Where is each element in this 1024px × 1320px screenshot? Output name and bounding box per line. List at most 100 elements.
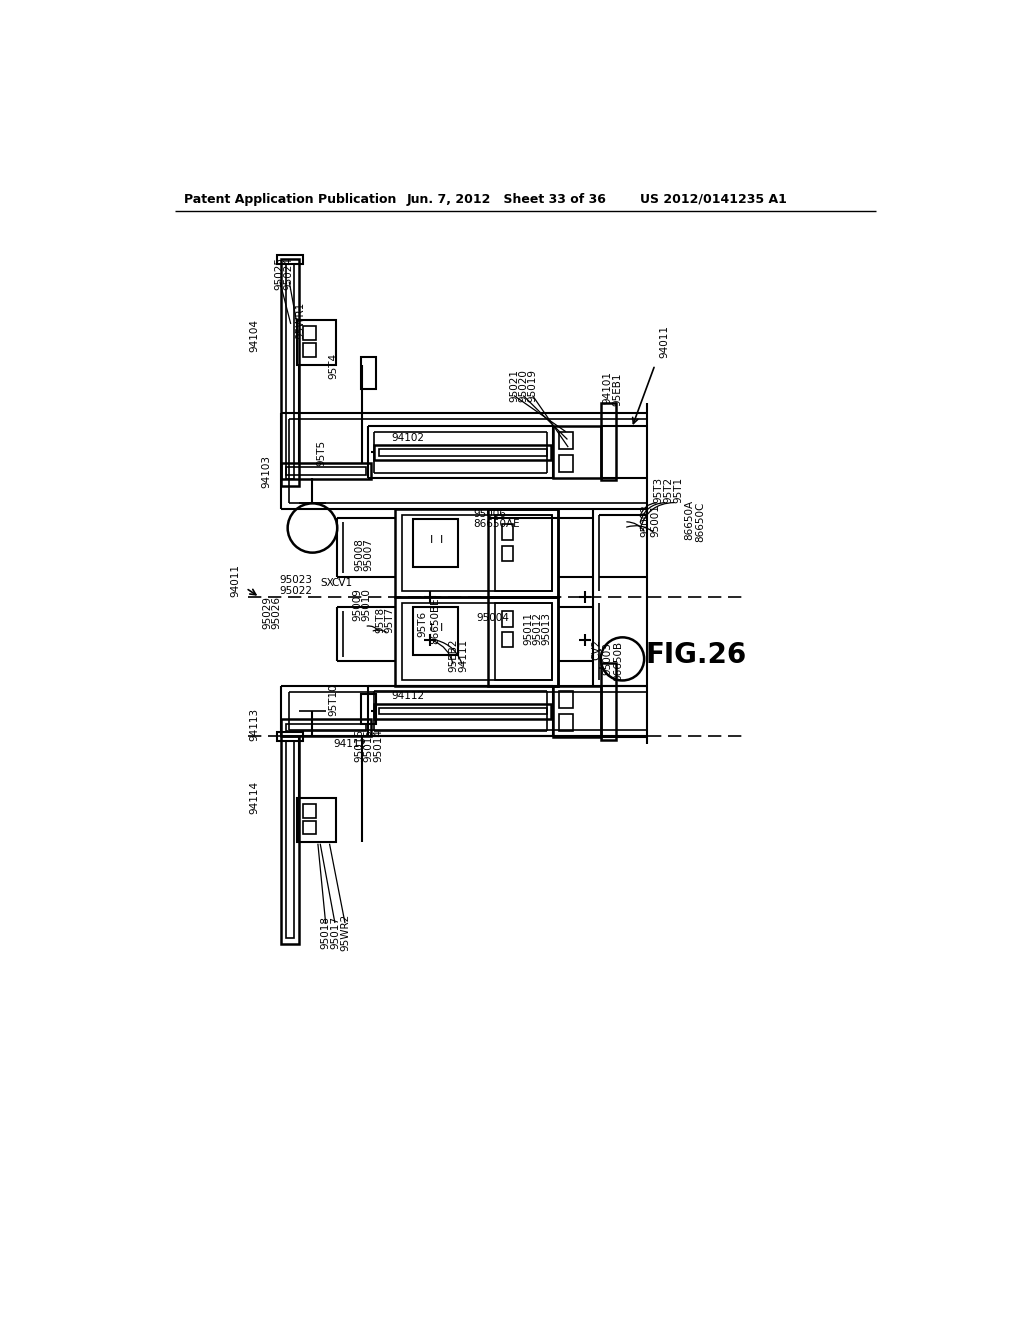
Text: 95020: 95020 bbox=[518, 370, 528, 403]
Text: 95022: 95022 bbox=[280, 586, 312, 597]
Text: 95T6: 95T6 bbox=[418, 611, 427, 638]
Text: 95009: 95009 bbox=[352, 589, 362, 622]
Text: 95024: 95024 bbox=[284, 257, 294, 290]
Bar bbox=[282, 462, 371, 479]
Text: 94113: 94113 bbox=[249, 708, 259, 741]
Text: 95023: 95023 bbox=[280, 576, 312, 585]
Text: I: I bbox=[430, 623, 433, 634]
Text: 94112: 94112 bbox=[334, 739, 367, 748]
Text: 95021: 95021 bbox=[509, 370, 519, 403]
Bar bbox=[286, 467, 366, 475]
Bar bbox=[495, 515, 552, 591]
Text: 95001: 95001 bbox=[651, 504, 660, 537]
Bar bbox=[559, 714, 572, 731]
Text: 94101: 94101 bbox=[602, 371, 612, 404]
Bar bbox=[282, 737, 299, 944]
Bar bbox=[488, 597, 558, 686]
Text: 95012: 95012 bbox=[532, 611, 542, 644]
Text: 95EB2: 95EB2 bbox=[449, 639, 459, 672]
Text: 95025: 95025 bbox=[274, 257, 284, 290]
Bar bbox=[360, 358, 376, 389]
Text: 95T3: 95T3 bbox=[654, 477, 664, 503]
Text: US 2012/0141235 A1: US 2012/0141235 A1 bbox=[640, 193, 786, 206]
Text: 95026: 95026 bbox=[271, 597, 282, 630]
Text: 94102: 94102 bbox=[391, 433, 425, 444]
Text: 95003: 95003 bbox=[602, 643, 612, 676]
Text: 95T10: 95T10 bbox=[329, 684, 338, 715]
Text: 95011: 95011 bbox=[523, 611, 532, 644]
Bar bbox=[360, 693, 376, 725]
Bar bbox=[395, 597, 558, 686]
Bar bbox=[297, 797, 336, 842]
Bar bbox=[495, 603, 552, 680]
Text: 95019: 95019 bbox=[527, 370, 538, 403]
Text: CV2: CV2 bbox=[592, 639, 602, 660]
Bar bbox=[503, 545, 513, 561]
Text: 95002: 95002 bbox=[641, 504, 650, 537]
Bar bbox=[503, 632, 513, 647]
Bar bbox=[282, 259, 299, 486]
Bar bbox=[503, 524, 513, 540]
Text: 94111: 94111 bbox=[459, 639, 469, 672]
Bar bbox=[297, 321, 336, 364]
Text: I: I bbox=[440, 623, 443, 634]
Text: 95T8: 95T8 bbox=[375, 607, 385, 634]
Bar bbox=[601, 663, 616, 739]
Text: 95007: 95007 bbox=[364, 539, 374, 572]
Text: Jun. 7, 2012   Sheet 33 of 36: Jun. 7, 2012 Sheet 33 of 36 bbox=[407, 193, 607, 206]
Bar bbox=[375, 445, 551, 461]
Text: 94112: 94112 bbox=[391, 690, 425, 701]
Text: 94011: 94011 bbox=[659, 325, 670, 358]
Bar bbox=[553, 426, 601, 478]
Text: CV1: CV1 bbox=[331, 578, 352, 589]
Text: 95004: 95004 bbox=[477, 612, 510, 623]
Text: 94114: 94114 bbox=[249, 781, 259, 814]
Bar bbox=[276, 733, 303, 742]
Bar bbox=[375, 704, 551, 719]
Text: 94104: 94104 bbox=[249, 319, 259, 352]
Bar bbox=[379, 449, 547, 455]
Text: 95T7: 95T7 bbox=[384, 607, 394, 634]
Bar bbox=[559, 455, 572, 471]
Text: 86650B: 86650B bbox=[612, 640, 623, 681]
Text: 95015: 95015 bbox=[364, 729, 374, 762]
Bar bbox=[503, 611, 513, 627]
Text: 95013: 95013 bbox=[542, 611, 552, 644]
Text: 95018: 95018 bbox=[321, 916, 331, 949]
Text: 86650BE: 86650BE bbox=[430, 597, 440, 644]
Text: 95006: 95006 bbox=[473, 510, 506, 519]
Bar bbox=[601, 404, 616, 480]
Text: 95017: 95017 bbox=[330, 916, 340, 949]
Bar bbox=[379, 708, 547, 714]
Text: I: I bbox=[430, 535, 433, 545]
Text: 95T1: 95T1 bbox=[673, 477, 683, 503]
Bar bbox=[559, 432, 572, 449]
Text: FIG.26: FIG.26 bbox=[646, 642, 746, 669]
Bar bbox=[303, 821, 315, 834]
Text: Patent Application Publication: Patent Application Publication bbox=[183, 193, 396, 206]
Bar bbox=[414, 607, 458, 655]
Text: 94103: 94103 bbox=[261, 454, 271, 487]
Text: 95WR2: 95WR2 bbox=[340, 913, 350, 950]
Text: 95029: 95029 bbox=[262, 597, 272, 630]
Bar bbox=[286, 723, 366, 731]
Bar bbox=[282, 719, 371, 737]
Text: 95EB1: 95EB1 bbox=[612, 372, 622, 407]
Text: 86650AE: 86650AE bbox=[473, 519, 519, 529]
Bar bbox=[303, 326, 315, 341]
Bar bbox=[559, 692, 572, 708]
Bar bbox=[303, 343, 315, 358]
Bar bbox=[401, 603, 552, 680]
Bar bbox=[286, 264, 294, 479]
Text: 95008: 95008 bbox=[354, 539, 364, 572]
Bar bbox=[401, 515, 552, 591]
Text: 95014: 95014 bbox=[374, 729, 383, 762]
Bar bbox=[276, 255, 303, 264]
Text: 95T2: 95T2 bbox=[664, 477, 673, 503]
Text: 95010: 95010 bbox=[361, 589, 372, 622]
Text: 95016: 95016 bbox=[354, 729, 364, 762]
Bar bbox=[303, 804, 315, 817]
Bar bbox=[553, 686, 601, 738]
Text: SX: SX bbox=[321, 578, 334, 589]
Text: 95T4: 95T4 bbox=[329, 354, 338, 379]
